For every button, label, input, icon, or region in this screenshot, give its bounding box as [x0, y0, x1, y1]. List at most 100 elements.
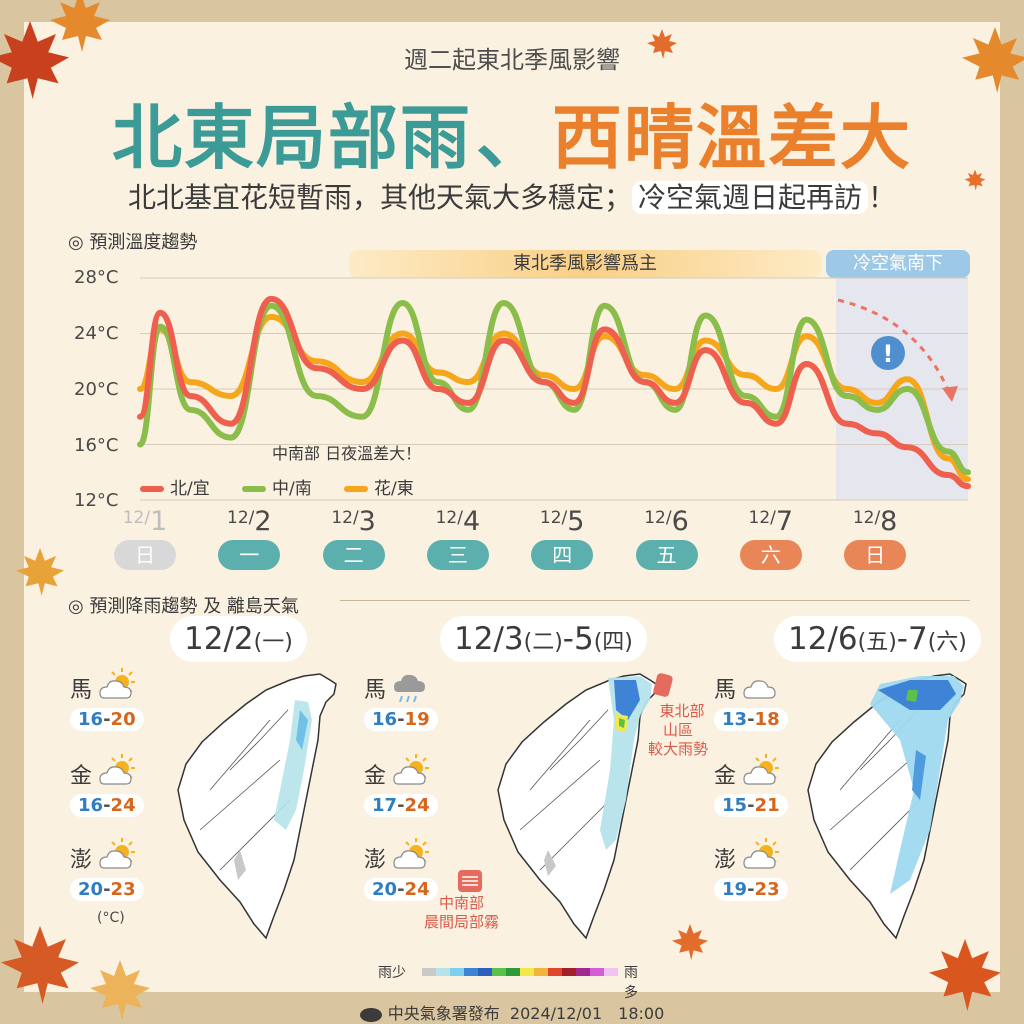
period-date-end: -5: [562, 621, 594, 657]
callout-line: 晨間局部霧: [424, 913, 500, 931]
taiwan-map: [177, 673, 337, 939]
island-temp-range: 20-23: [70, 878, 144, 901]
subheadline-highlight: 冷空氣週日起再訪: [631, 181, 868, 214]
arrow-head-icon: [942, 386, 958, 402]
island-name: 馬: [364, 678, 387, 703]
island-forecast: 馬 16-20: [70, 668, 150, 731]
cwa-logo-icon: [359, 1007, 382, 1022]
y-tick-label: 12°C: [74, 490, 119, 511]
legend-label: 北/宜: [170, 479, 210, 499]
rain-section-title: ◎ 預測降雨趨勢 及 離島天氣: [68, 596, 299, 617]
rain-scale-bar: [422, 968, 618, 976]
temp-high: 23: [754, 879, 780, 900]
headline-part2: 西晴溫差大: [552, 97, 912, 179]
headline: 北東局部雨、西晴溫差大: [0, 82, 1024, 183]
island-forecast: 澎 20-23: [70, 838, 150, 901]
date-day: 8: [880, 506, 898, 537]
y-tick-label: 20°C: [74, 379, 119, 400]
temp-low: 20: [78, 879, 104, 900]
island-forecast: 馬 13-18: [714, 672, 794, 731]
period-date: 12/2: [184, 621, 254, 657]
series-line-2: [137, 313, 971, 483]
weekday-chip: 五: [635, 540, 698, 570]
cloud-icon: [743, 680, 776, 699]
date-day: 4: [462, 506, 481, 537]
maple-leaf-icon: [50, 0, 110, 52]
footer: 中央氣象署發布 2024/12/01 18:00: [0, 1000, 1024, 1024]
date-label: 12/6: [622, 506, 712, 537]
date-month: 12/: [748, 508, 776, 528]
callout-line: 中南部: [439, 894, 485, 912]
callout-northeast: 東北部 山區 較大雨勢: [648, 673, 709, 759]
date-month: 12/: [331, 508, 359, 528]
date-month: 12/: [644, 508, 672, 528]
footer-issuer: 中央氣象署發布: [387, 1004, 500, 1023]
legend-label: 花/東: [374, 479, 414, 499]
rain-gauge-icon: [653, 673, 673, 697]
alert-mark: !: [883, 340, 894, 368]
temp-high: 24: [404, 879, 430, 900]
rain-scale-low: 雨少: [378, 965, 406, 981]
period-date-chip: 12/2(一): [170, 616, 307, 662]
callout-line: 較大雨勢: [648, 740, 709, 758]
maple-leaf-icon: [964, 169, 986, 191]
temp-low: 16: [78, 795, 104, 816]
date-label: 12/5: [517, 506, 607, 537]
alert-icon: [871, 336, 905, 370]
period-date-end: -7: [896, 621, 928, 657]
weekday-chip: 日: [114, 540, 176, 570]
island-temp-range: 15-21: [714, 794, 788, 817]
date-month: 12/: [852, 508, 881, 528]
sun-cloud-icon: [99, 754, 135, 785]
y-tick-label: 24°C: [74, 323, 119, 344]
temp-high: 19: [404, 709, 430, 730]
fog-icon: [458, 870, 482, 892]
temp-dash: -: [103, 879, 111, 900]
temp-low: 16: [78, 709, 104, 730]
callout-line: 山區: [663, 721, 694, 739]
period-date-chip: 12/3(二)-5(四): [440, 616, 647, 662]
maple-leaf-icon: [961, 26, 1024, 94]
date-label: 12/4: [413, 506, 503, 537]
header-kicker: 週二起東北季風影響: [404, 46, 620, 74]
sun-cloud-icon: [99, 838, 135, 869]
rain-scale: 雨少 雨多: [378, 962, 638, 1001]
island-forecast: 金 17-24: [364, 754, 444, 817]
period-weekday-end: (四): [593, 630, 633, 655]
callout-fog: 中南部 晨間局部霧: [424, 870, 499, 932]
subheadline-end: ！: [868, 181, 897, 214]
period-weekday: (一): [253, 630, 293, 655]
sun-cloud-icon: [743, 838, 779, 869]
cold-air-band: 冷空氣南下: [826, 250, 970, 278]
maple-leaf-icon: [16, 548, 64, 596]
period-weekday: (二): [523, 630, 563, 655]
date-label: 12/2: [204, 506, 294, 537]
period-date: 12/3: [454, 621, 524, 657]
island-temp-range: 16-20: [70, 708, 144, 731]
island-forecast: 馬 16-19: [364, 672, 444, 731]
legend-item: 中/南: [242, 474, 312, 499]
period-weekday-end: (六): [927, 630, 967, 655]
sun-cloud-icon: [393, 838, 429, 869]
temp-low: 20: [372, 879, 398, 900]
footer-timestamp: 2024/12/01 18:00: [509, 1004, 665, 1023]
callout-line: 東北部: [659, 702, 705, 720]
headline-part1: 北東局部雨: [112, 97, 472, 179]
temp-high: 24: [404, 795, 430, 816]
island-name: 金: [70, 764, 93, 789]
date-label: 12/8: [830, 506, 920, 537]
date-day: 5: [567, 506, 585, 537]
temp-dash: -: [747, 709, 755, 730]
date-label: 12/1: [100, 506, 190, 537]
island-temp-range: 16-24: [70, 794, 144, 817]
date-day: 2: [254, 506, 272, 537]
legend-swatch: [242, 486, 266, 492]
period-date: 12/6: [788, 621, 858, 657]
maple-leaf-icon: [672, 924, 708, 960]
temp-dash: -: [103, 709, 111, 730]
maple-leaf-icon: [647, 29, 677, 59]
island-name: 馬: [714, 678, 737, 703]
date-label: 12/7: [726, 506, 816, 537]
date-day: 1: [150, 506, 168, 537]
